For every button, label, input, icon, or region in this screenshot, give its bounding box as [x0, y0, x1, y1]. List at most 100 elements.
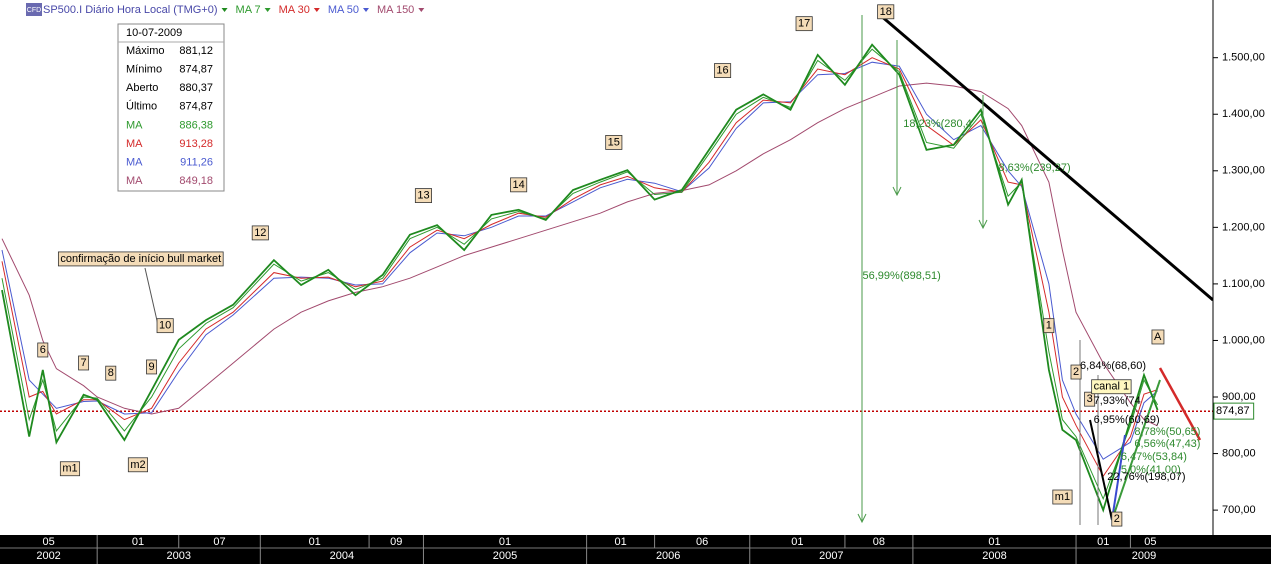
wave-label: 6: [40, 344, 46, 356]
wave-label: confirmação de início bull market: [60, 253, 221, 265]
legend-dropdown: [221, 8, 228, 12]
year-label: 2003: [166, 550, 190, 562]
legend-entry: MA 30: [279, 4, 310, 16]
x-tick-label: 01: [499, 536, 511, 548]
year-label: 2007: [819, 550, 843, 562]
wave-label: 15: [608, 136, 620, 148]
y-tick-label: 700,00: [1222, 504, 1256, 516]
label-box: [714, 63, 732, 78]
year-label: 2005: [493, 550, 517, 562]
wave-line: [1158, 367, 1202, 441]
label-box: [251, 225, 269, 241]
label-box: [1070, 364, 1082, 380]
label-box: [1084, 391, 1096, 407]
year-label: 2004: [330, 550, 354, 562]
label-box: [78, 355, 90, 371]
year-label: 2009: [1132, 550, 1156, 562]
legend-dropdown: [264, 8, 271, 12]
wave-label: m1: [62, 463, 77, 475]
x-tick-label: 05: [1144, 536, 1156, 548]
y-tick-label: 800,00: [1222, 447, 1256, 459]
current-price-box: [1213, 402, 1255, 420]
info-value: 913,28: [179, 138, 213, 150]
wave-label: 16: [716, 65, 728, 77]
year-label: 2002: [36, 550, 60, 562]
info-label: MA: [126, 175, 143, 187]
info-label: Mínimo: [126, 64, 162, 76]
drawing-tools: [144, 13, 1214, 525]
annotation: 5,0%(41,00): [1121, 464, 1181, 476]
label-box: [1091, 379, 1132, 395]
info-value: 874,87: [179, 64, 213, 76]
legend-entry: MA 7: [236, 4, 261, 16]
year-label: 2006: [656, 550, 680, 562]
x-tick-label: 01: [132, 536, 144, 548]
label-box: [1043, 318, 1055, 334]
info-label: MA: [126, 119, 143, 131]
info-value: 911,26: [180, 157, 213, 169]
y-tick-label: 900,00: [1222, 391, 1256, 403]
wave-line: [1089, 419, 1113, 521]
x-tick-label: 01: [791, 536, 803, 548]
logo-box: [26, 3, 42, 16]
wave-label: 2: [1114, 513, 1120, 525]
label-box: [877, 4, 895, 20]
annotation: 6,56%(47,43): [1134, 438, 1200, 450]
label-box: [605, 135, 623, 150]
legend-entry: MA 150: [377, 4, 414, 16]
wave-label: 18: [880, 6, 892, 18]
label-box: [146, 359, 158, 375]
annotation: 6,95%(60,69): [1094, 414, 1160, 426]
info-label: Aberto: [126, 82, 158, 94]
label-box: [127, 457, 148, 473]
label-box: [156, 318, 174, 334]
wave-label: m2: [130, 459, 145, 471]
legend-dropdown: [313, 8, 320, 12]
annotation: 6,47%(53,84): [1121, 451, 1187, 463]
ma-line: [1, 61, 1158, 460]
wave-line: [1111, 379, 1161, 521]
ma-line: [1, 57, 1158, 478]
wave-label: 3: [1087, 393, 1093, 405]
wave-label: 17: [798, 18, 810, 30]
annotation: 7,93%(74: [1094, 395, 1141, 407]
wave-label: 9: [148, 361, 154, 373]
info-date: 10-07-2009: [126, 27, 182, 39]
label-box: [1052, 489, 1073, 505]
x-tick-label: 01: [309, 536, 321, 548]
wave-label: 8: [108, 367, 114, 379]
series-layer: [0, 43, 1213, 513]
y-tick-label: 1.200,00: [1222, 221, 1265, 233]
legend: CFD SP500.I Diário Hora Local (TMG+0) MA …: [26, 3, 425, 16]
ma-line: [1, 82, 1158, 427]
info-box-frame: [117, 23, 225, 192]
arrow: [892, 186, 902, 197]
annotation: 6,84%(68,60): [1080, 360, 1146, 372]
info-value: 874,87: [179, 101, 213, 113]
y-tick-label: 1.400,00: [1222, 108, 1265, 120]
wave-label: 13: [417, 190, 429, 202]
x-tick-label: 07: [213, 536, 225, 548]
arrow: [978, 219, 988, 230]
info-value: 886,38: [179, 119, 213, 131]
wave-label: 1: [1046, 320, 1052, 332]
x-tick-label: 06: [696, 536, 708, 548]
y-tick-label: 1.500,00: [1222, 52, 1265, 64]
y-tick-label: 1.000,00: [1222, 334, 1265, 346]
x-tick-label: 09: [390, 536, 402, 548]
wave-label: 14: [513, 179, 525, 191]
y-tick-label: 1.300,00: [1222, 165, 1265, 177]
info-label: MA: [126, 157, 143, 169]
annotation: 56,99%(898,51): [863, 270, 941, 282]
info-label: Máximo: [126, 45, 165, 57]
y-tick-label: 1.100,00: [1222, 278, 1265, 290]
legend-dropdown: [363, 8, 369, 12]
wave-label: 7: [81, 357, 87, 369]
legend-entry: MA 50: [328, 4, 359, 16]
label-box: [414, 188, 432, 203]
year-label: 2008: [982, 550, 1006, 562]
y-axis-panel: [1213, 0, 1271, 535]
